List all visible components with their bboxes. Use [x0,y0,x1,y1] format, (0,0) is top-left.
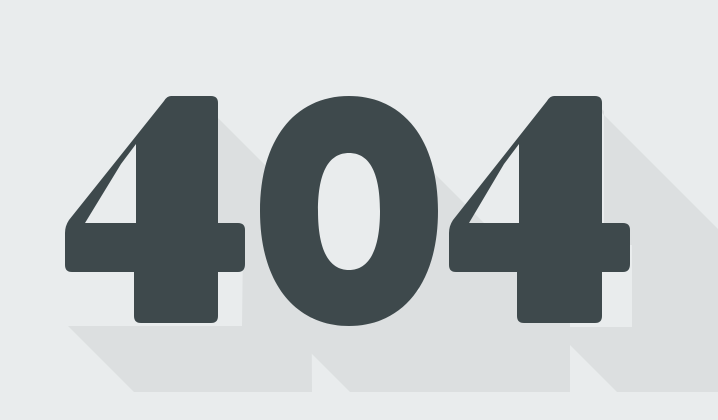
digit-zero [260,96,438,326]
digit-four-right [449,96,630,323]
long-shadow-left-four [68,96,312,392]
digits-404 [65,96,630,326]
digit-four-left [65,96,245,323]
long-shadow-right-four [552,96,718,392]
